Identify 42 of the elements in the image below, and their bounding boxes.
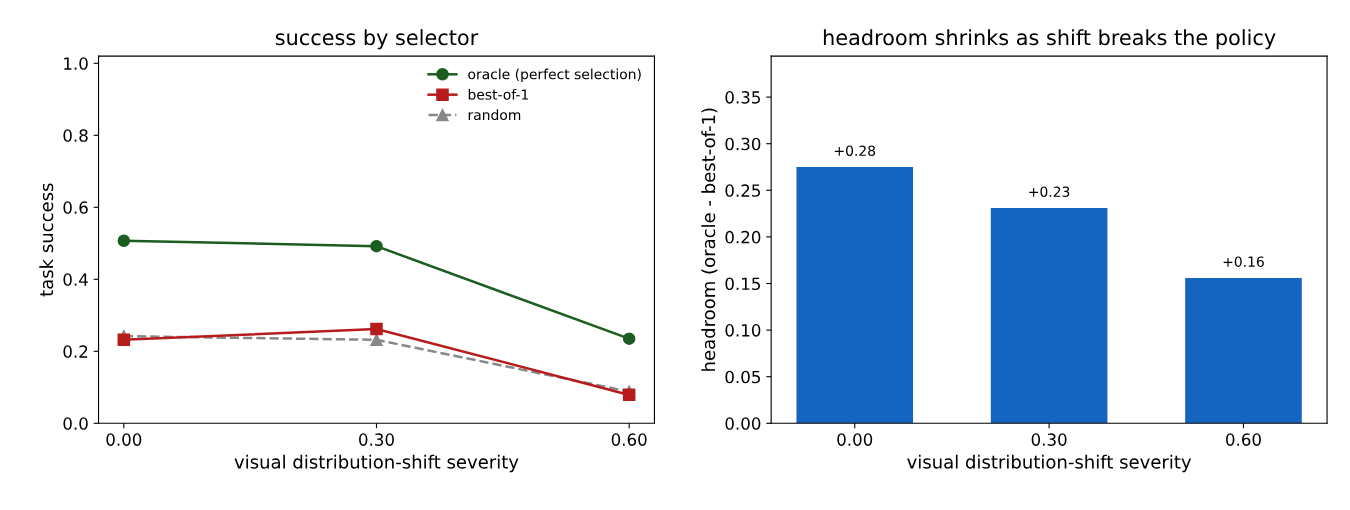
x-axis-title: visual distribution-shift severity — [907, 454, 1192, 473]
data-label: +0.28 — [834, 145, 876, 156]
x-tick-label: 0.30 — [1031, 433, 1067, 446]
chart-title: headroom shrinks as shift breaks the policy — [823, 29, 1276, 50]
point — [622, 388, 636, 402]
point — [370, 322, 383, 336]
point — [117, 234, 131, 248]
legend-label: random — [468, 109, 521, 121]
legend-label: oracle (perfect selection) — [468, 68, 641, 83]
y-tick-label: 0.15 — [725, 277, 760, 291]
y-tick-label: 0.4 — [63, 273, 88, 286]
x-tick-label: 0.00 — [837, 433, 873, 446]
y-tick-label: 0.35 — [725, 91, 760, 104]
y-tick-label: 0.8 — [63, 129, 88, 142]
legend-label: best-of-1 — [468, 88, 528, 100]
y-tick-label: 0.2 — [63, 345, 88, 358]
x-tick-label: 0.60 — [1226, 433, 1261, 446]
y-tick-label: 0.25 — [725, 184, 760, 197]
y-axis-title: task success — [39, 183, 54, 297]
bar — [1185, 277, 1302, 424]
x-tick-label: 0.30 — [359, 433, 394, 446]
bar — [990, 208, 1108, 424]
y-tick-label: 0.6 — [63, 201, 88, 214]
y-tick-label: 0.20 — [725, 230, 761, 244]
y-tick-label: 1.0 — [64, 57, 88, 70]
y-tick-label: 0.0 — [63, 417, 88, 430]
y-tick-label: 0.05 — [725, 370, 760, 384]
point — [622, 332, 636, 345]
x-tick-label: 0.60 — [611, 433, 647, 446]
y-tick-label: 0.30 — [725, 137, 761, 151]
y-tick-label: 0.10 — [725, 324, 761, 337]
y-axis-title: headroom (oracle - best-of-1) — [701, 108, 718, 371]
chart-title: success by selector — [275, 29, 479, 50]
point — [370, 239, 383, 253]
x-axis-title: visual distribution-shift severity — [234, 454, 519, 473]
x-tick-label: 0.00 — [106, 433, 142, 446]
point — [117, 333, 131, 347]
data-label: +0.23 — [1029, 186, 1070, 197]
bar — [796, 167, 914, 424]
y-tick-label: 0.00 — [725, 417, 761, 430]
point — [370, 333, 383, 347]
data-label: +0.16 — [1223, 256, 1264, 267]
